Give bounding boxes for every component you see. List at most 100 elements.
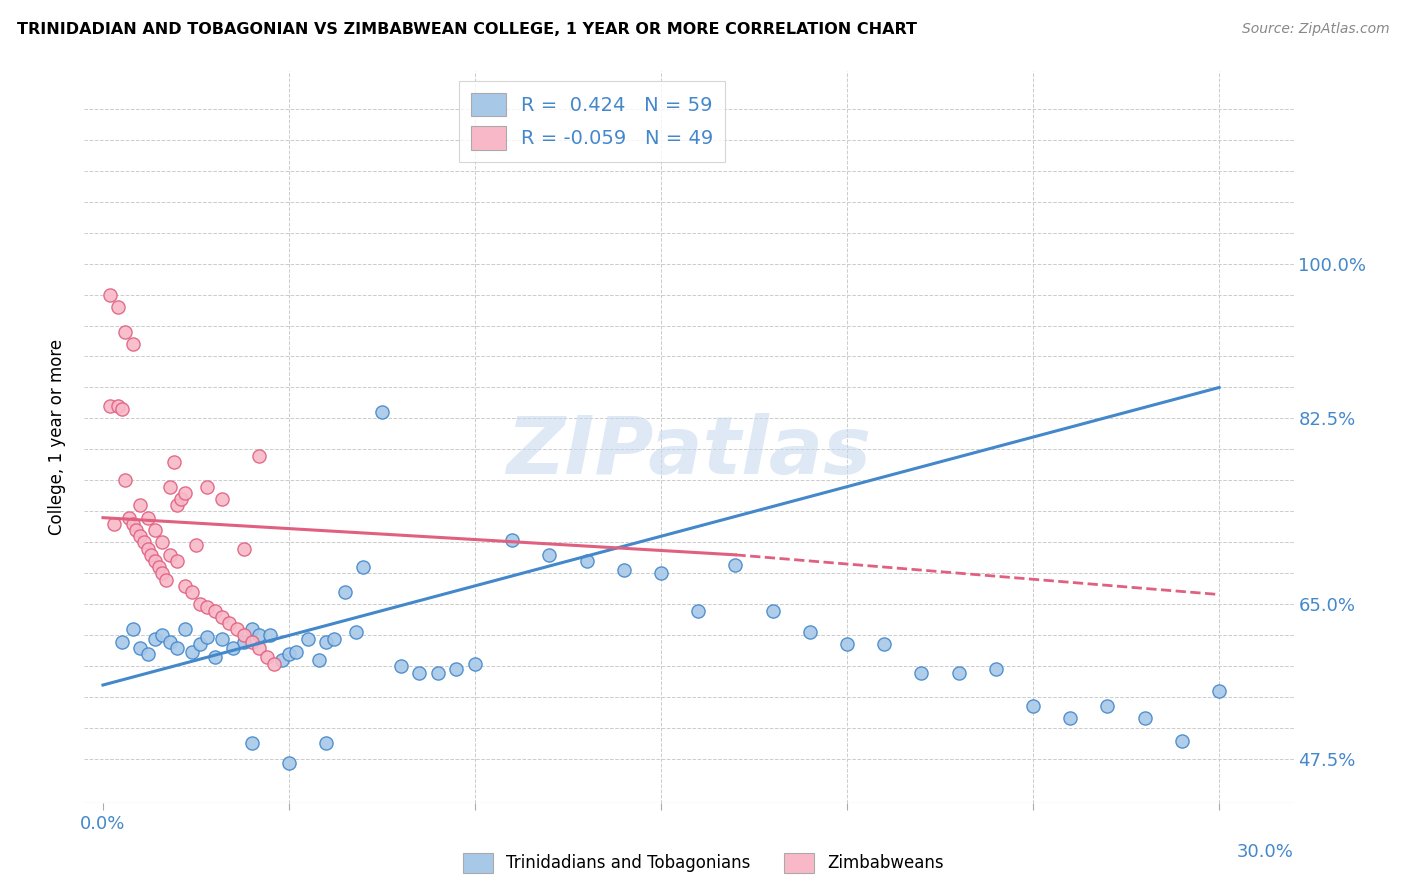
Point	[129, 498, 152, 512]
Point	[948, 665, 970, 680]
Point	[155, 573, 177, 587]
Point	[1171, 734, 1194, 748]
Point	[910, 665, 932, 680]
Point	[107, 300, 129, 314]
Point	[173, 579, 195, 593]
Point	[799, 624, 821, 639]
Point	[152, 628, 174, 642]
Y-axis label: College, 1 year or more: College, 1 year or more	[48, 339, 66, 535]
Point	[984, 662, 1007, 676]
Point	[114, 325, 136, 339]
Point	[240, 634, 263, 648]
Point	[136, 541, 159, 556]
Point	[688, 604, 710, 618]
Point	[315, 634, 337, 648]
Point	[159, 548, 181, 562]
Point	[152, 535, 174, 549]
Point	[240, 622, 263, 636]
Point	[278, 756, 301, 771]
Point	[125, 523, 148, 537]
Point	[1059, 711, 1081, 725]
Point	[762, 604, 785, 618]
Point	[166, 640, 188, 655]
Point	[152, 566, 174, 581]
Point	[225, 622, 247, 636]
Point	[835, 637, 858, 651]
Point	[204, 604, 226, 618]
Point	[181, 585, 204, 599]
Point	[188, 637, 211, 651]
Point	[1097, 699, 1119, 714]
Point	[426, 665, 449, 680]
Point	[121, 337, 143, 351]
Point	[1133, 711, 1156, 725]
Point	[166, 554, 188, 568]
Point	[259, 628, 281, 642]
Point	[211, 491, 233, 506]
Point	[371, 405, 394, 419]
Point	[247, 640, 270, 655]
Point	[278, 647, 301, 661]
Point	[100, 399, 122, 413]
Point	[204, 649, 226, 664]
Legend: R =  0.424   N = 59, R = -0.059   N = 49: R = 0.424 N = 59, R = -0.059 N = 49	[460, 81, 725, 161]
Point	[315, 736, 337, 750]
Point	[233, 634, 256, 648]
Point	[233, 628, 256, 642]
Point	[308, 653, 330, 667]
Point	[166, 498, 188, 512]
Point	[132, 535, 155, 549]
Point	[181, 644, 204, 658]
Point	[129, 640, 152, 655]
Point	[118, 510, 141, 524]
Point	[285, 644, 308, 658]
Point	[143, 523, 166, 537]
Point	[143, 554, 166, 568]
Point	[100, 287, 122, 301]
Point	[136, 510, 159, 524]
Point	[222, 640, 245, 655]
Point	[159, 634, 181, 648]
Legend: Trinidadians and Tobagonians, Zimbabweans: Trinidadians and Tobagonians, Zimbabwean…	[456, 847, 950, 880]
Point	[143, 632, 166, 647]
Text: ZIPatlas: ZIPatlas	[506, 413, 872, 491]
Point	[163, 455, 186, 469]
Point	[501, 533, 523, 547]
Point	[148, 560, 170, 574]
Point	[184, 538, 207, 552]
Point	[188, 598, 211, 612]
Text: Source: ZipAtlas.com: Source: ZipAtlas.com	[1241, 22, 1389, 37]
Point	[322, 632, 344, 647]
Point	[873, 637, 896, 651]
Point	[247, 628, 270, 642]
Point	[211, 610, 233, 624]
Point	[446, 662, 468, 676]
Point	[195, 480, 218, 494]
Point	[247, 449, 270, 463]
Point	[613, 563, 636, 577]
Point	[173, 622, 195, 636]
Point	[211, 632, 233, 647]
Point	[389, 659, 412, 673]
Point	[263, 657, 285, 671]
Point	[195, 599, 218, 614]
Point	[297, 632, 319, 647]
Point	[1022, 699, 1045, 714]
Point	[121, 622, 143, 636]
Point	[650, 566, 672, 581]
Point	[218, 615, 240, 630]
Point	[121, 516, 143, 531]
Point	[110, 401, 132, 416]
Text: TRINIDADIAN AND TOBAGONIAN VS ZIMBABWEAN COLLEGE, 1 YEAR OR MORE CORRELATION CHA: TRINIDADIAN AND TOBAGONIAN VS ZIMBABWEAN…	[17, 22, 917, 37]
Point	[114, 474, 136, 488]
Point	[240, 736, 263, 750]
Point	[141, 548, 163, 562]
Point	[575, 554, 598, 568]
Point	[173, 486, 195, 500]
Point	[233, 541, 256, 556]
Point	[333, 585, 356, 599]
Point	[538, 548, 561, 562]
Point	[136, 647, 159, 661]
Point	[107, 399, 129, 413]
Point	[352, 560, 374, 574]
